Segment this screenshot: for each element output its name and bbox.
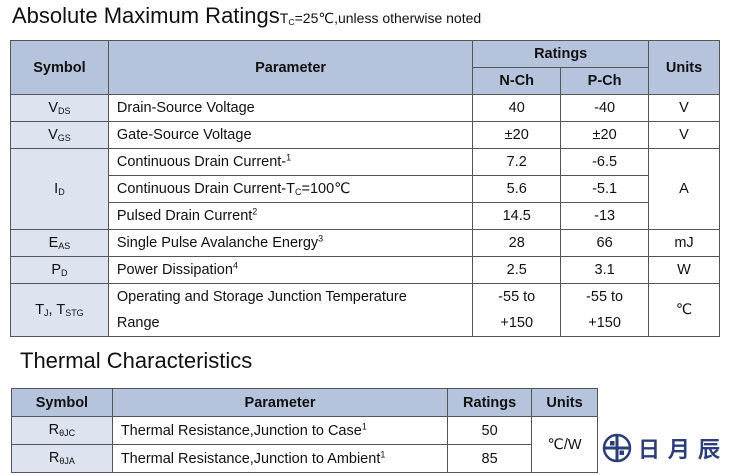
thermal-title: Thermal Characteristics: [20, 348, 253, 373]
pch-value: 66: [560, 229, 650, 257]
globe-cross-icon: [602, 433, 632, 463]
header-nch: N-Ch: [472, 67, 562, 95]
symbol-cell: RθJC: [11, 416, 113, 445]
table-row: TJ, TSTG Operating and Storage Junction …: [10, 283, 720, 337]
table-row: PD Power Dissipation4 2.5 3.1 W: [10, 256, 720, 284]
parameter-cell: Thermal Resistance,Junction to Ambient1: [111, 444, 449, 473]
nch-value: 40: [472, 94, 562, 122]
symbol-cell: RθJA: [11, 444, 113, 473]
unit-cell: W: [648, 256, 720, 284]
header-units: Units: [531, 388, 598, 417]
company-logo: 日月辰: [602, 432, 728, 464]
parameter-cell: Drain-Source Voltage: [107, 94, 474, 122]
nch-value: 2.5: [472, 256, 562, 284]
table-row: VDS Drain-Source Voltage 40 -40 V: [10, 94, 720, 122]
pch-value: -5.1: [560, 175, 650, 203]
header-units: Units: [648, 40, 720, 95]
table-row: ID Continuous Drain Current-1 7.2 -6.5 A: [10, 148, 720, 230]
unit-cell: V: [648, 94, 720, 122]
nch-value: ±20: [472, 121, 562, 149]
pch-value: ±20: [560, 121, 650, 149]
parameter-cell: Single Pulse Avalanche Energy3: [107, 229, 474, 257]
header-ratings: Ratings: [447, 388, 533, 417]
symbol-cell: PD: [10, 256, 109, 284]
thermal-table: Symbol Parameter Ratings Units RθJC Ther…: [11, 388, 598, 473]
header-pch: P-Ch: [560, 67, 650, 95]
symbol-cell: VGS: [10, 121, 109, 149]
unit-cell: V: [648, 121, 720, 149]
symbol-cell: TJ, TSTG: [10, 283, 109, 337]
parameter-cell: Operating and Storage Junction Temperatu…: [107, 283, 474, 337]
pch-value: -40: [560, 94, 650, 122]
unit-cell: ℃/W: [531, 416, 598, 473]
header-parameter: Parameter: [107, 40, 474, 95]
table-row: RθJA Thermal Resistance,Junction to Ambi…: [11, 444, 598, 473]
abs-max-title: Absolute Maximum RatingsTC=25℃,unless ot…: [12, 3, 482, 28]
nch-value: 7.2: [472, 148, 562, 176]
rating-value: 50: [447, 416, 533, 445]
parameter-cell: Continuous Drain Current-TC=100℃: [107, 175, 474, 203]
parameter-cell: Power Dissipation4: [107, 256, 474, 284]
pch-value: -55 to +150: [560, 283, 650, 337]
pch-value: -13: [560, 202, 650, 230]
abs-max-table: Symbol Parameter Ratings Units N-Ch P-Ch…: [10, 40, 720, 337]
parameter-cell: Continuous Drain Current-1: [107, 148, 474, 176]
parameter-cell: Thermal Resistance,Junction to Case1: [111, 416, 449, 445]
table-row: Continuous Drain Current-TC=100℃ 5.6 -5.…: [11, 175, 720, 203]
parameter-cell: Pulsed Drain Current2: [107, 202, 474, 230]
parameter-cell: Gate-Source Voltage: [107, 121, 474, 149]
table-row: EAS Single Pulse Avalanche Energy3 28 66…: [10, 229, 720, 257]
nch-value: 28: [472, 229, 562, 257]
abs-max-note: TC=25℃,unless otherwise noted: [279, 10, 482, 28]
header-symbol: Symbol: [11, 388, 113, 417]
symbol-cell: ID: [10, 148, 109, 230]
unit-cell: mJ: [648, 229, 720, 257]
symbol-cell: VDS: [10, 94, 109, 122]
logo-text: 日月辰: [638, 438, 729, 463]
unit-cell: ℃: [648, 283, 720, 337]
header-ratings: Ratings: [472, 40, 650, 68]
unit-cell: A: [648, 148, 720, 230]
table-row: VGS Gate-Source Voltage ±20 ±20 V: [10, 121, 720, 149]
table-row: RθJC Thermal Resistance,Junction to Case…: [11, 416, 598, 473]
nch-value: 14.5: [472, 202, 562, 230]
rating-value: 85: [447, 444, 533, 473]
pch-value: 3.1: [560, 256, 650, 284]
header-symbol: Symbol: [10, 40, 109, 95]
header-parameter: Parameter: [111, 388, 449, 417]
pch-value: -6.5: [560, 148, 650, 176]
nch-value: -55 to +150: [472, 283, 562, 337]
nch-value: 5.6: [472, 175, 562, 203]
table-row: Pulsed Drain Current2 14.5 -13: [11, 202, 720, 230]
symbol-cell: EAS: [10, 229, 109, 257]
